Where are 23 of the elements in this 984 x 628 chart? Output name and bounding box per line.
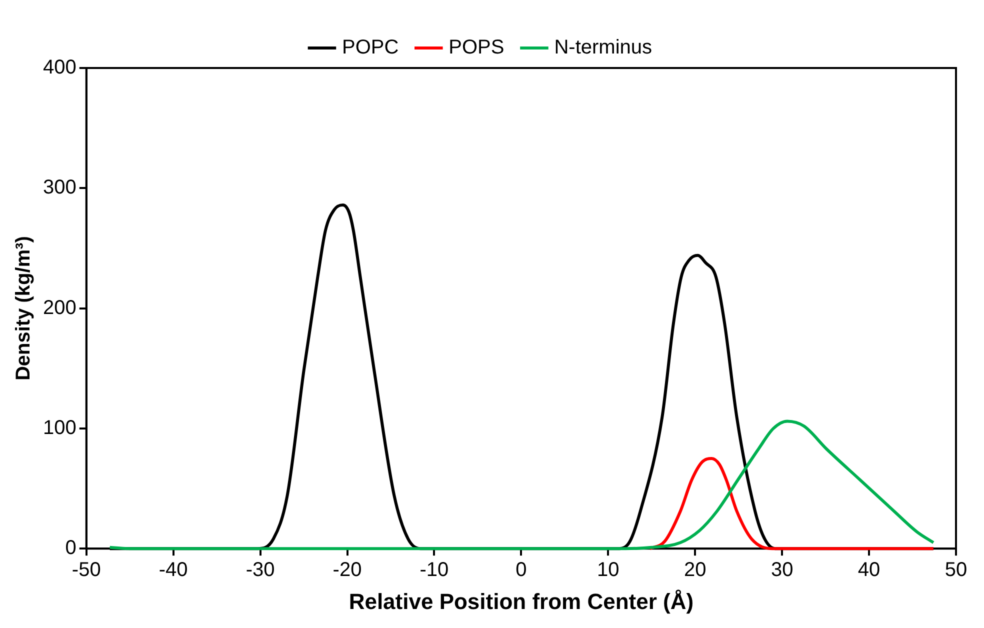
x-tick-label: 10 (597, 559, 620, 582)
x-tick-label: -50 (72, 559, 101, 582)
x-tick-label: 0 (516, 559, 527, 582)
legend-label: POPS (448, 36, 504, 59)
y-tick-label: 200 (42, 296, 76, 319)
x-tick-label: 40 (858, 559, 880, 582)
x-tick-label: 50 (944, 559, 968, 582)
y-tick-label: 400 (42, 56, 76, 79)
legend-label: N-terminus (554, 36, 652, 59)
x-tick-label: -30 (246, 559, 275, 582)
x-tick-label: -20 (332, 559, 362, 582)
x-tick-label: 20 (684, 559, 706, 582)
y-axis-title: Density (kg/m³) (12, 236, 35, 381)
x-axis-title: Relative Position from Center (Å) (348, 588, 694, 614)
x-tick-label: -10 (420, 559, 449, 582)
x-tick-label: 30 (770, 559, 794, 582)
x-tick-label: -40 (158, 559, 188, 582)
y-tick-label: 0 (65, 537, 76, 560)
y-tick-label: 100 (42, 416, 76, 439)
line-series (108, 420, 935, 550)
line-series (648, 456, 935, 550)
y-tick-label: 300 (42, 176, 76, 199)
legend-label: POPC (342, 36, 399, 59)
